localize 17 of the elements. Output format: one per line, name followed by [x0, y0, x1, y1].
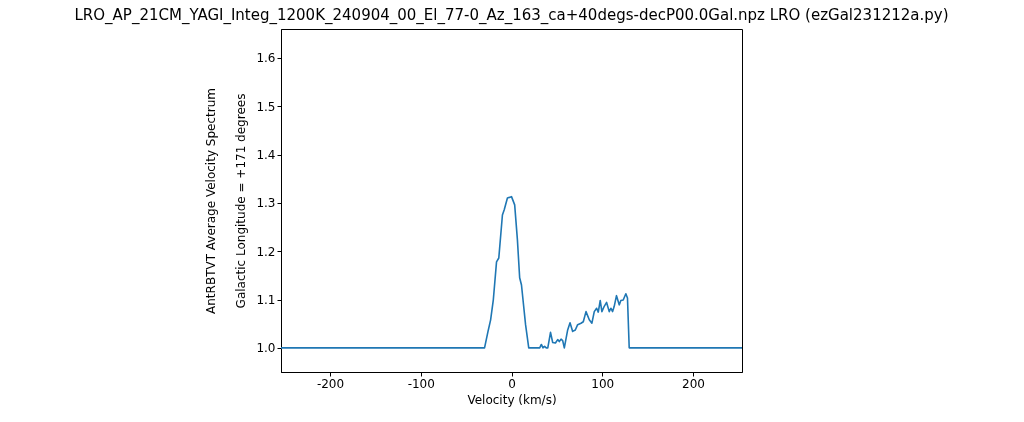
text: Galactic Longitude = +171 degrees	[234, 93, 249, 309]
x-axis-title: Velocity (km/s)	[467, 392, 557, 407]
y-tick-label: 1.2	[256, 244, 276, 259]
x-tick-label: -100	[407, 376, 435, 391]
y-tick-label: 1.1	[256, 293, 276, 308]
chart-title: LRO_AP_21CM_YAGI_Integ_1200K_240904_00_El_77-0_Az_163_ca+40degs-decP00.0Gal.npz LRO (ezGal231212a.py)	[74, 6, 949, 25]
y-tick-label: 1.4	[256, 148, 276, 163]
y-tick-label: 1.3	[256, 196, 276, 211]
y-tick-label: 1.6	[256, 51, 276, 66]
y-tick-label: 1.5	[256, 99, 276, 114]
x-tick-label: -200	[316, 376, 345, 391]
text: AntRBTVT Average Velocity Spectrum	[204, 88, 219, 314]
line-series	[280, 195, 743, 349]
x-tick-label: 200	[682, 376, 705, 391]
x-tick-label: 0	[508, 376, 516, 391]
x-tick-label: 100	[591, 376, 615, 391]
y-tick-label: 1.0	[256, 341, 276, 356]
